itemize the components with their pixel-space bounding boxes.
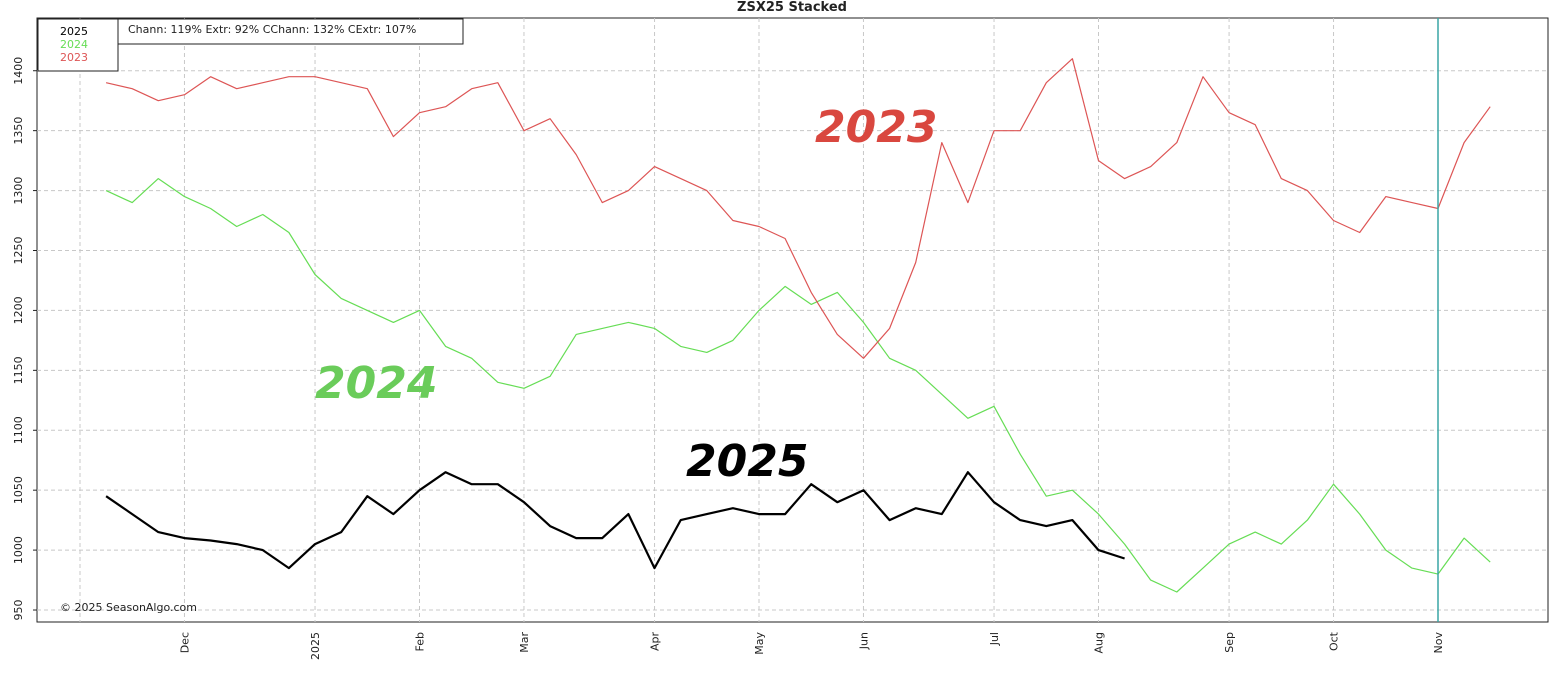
- y-tick-label: 1200: [12, 296, 25, 324]
- chart-title: ZSX25 Stacked: [737, 0, 847, 15]
- legend-box: [37, 18, 119, 72]
- y-tick-label: 1350: [12, 117, 25, 145]
- annotation: 2025: [686, 436, 808, 487]
- annotation: 2023: [815, 102, 937, 153]
- x-tick-label: Jul: [988, 632, 1001, 646]
- y-tick-label: 950: [12, 600, 25, 621]
- x-tick-label: Mar: [518, 632, 531, 653]
- y-tick-label: 1300: [12, 177, 25, 205]
- legend-entry: 2025: [60, 25, 88, 38]
- x-tick-label: Apr: [649, 632, 662, 652]
- y-tick-label: 1050: [12, 476, 25, 504]
- y-tick-label: 1000: [12, 536, 25, 564]
- x-tick-label: Jun: [857, 632, 870, 650]
- x-tick-label: Aug: [1093, 632, 1106, 653]
- series-line: [105, 178, 1491, 593]
- y-tick-label: 1400: [12, 57, 25, 85]
- y-tick-label: 1150: [12, 356, 25, 384]
- y-tick-label: 1100: [12, 416, 25, 444]
- x-tick-label: Dec: [178, 632, 191, 653]
- series-line: [105, 471, 1125, 570]
- x-tick-label: Feb: [414, 632, 427, 651]
- x-tick-label: Nov: [1432, 632, 1445, 654]
- annotation: 2024: [315, 358, 437, 409]
- series-line: [105, 58, 1491, 359]
- legend-entry: 2024: [60, 38, 88, 51]
- x-tick-label: Sep: [1223, 632, 1236, 653]
- legend-entry: 2023: [60, 51, 88, 64]
- x-tick-label: May: [753, 632, 766, 655]
- copyright: © 2025 SeasonAlgo.com: [60, 601, 197, 614]
- x-tick-label: Oct: [1328, 631, 1341, 651]
- stats: Chann: 119% Extr: 92% CChann: 132% CExtr…: [128, 23, 416, 36]
- plot-frame: [36, 17, 1549, 623]
- stats-box: [117, 18, 464, 45]
- grid: [33, 18, 1548, 622]
- y-tick-label: 1250: [12, 236, 25, 264]
- x-tick-label: 2025: [309, 632, 322, 660]
- lines: [105, 58, 1491, 593]
